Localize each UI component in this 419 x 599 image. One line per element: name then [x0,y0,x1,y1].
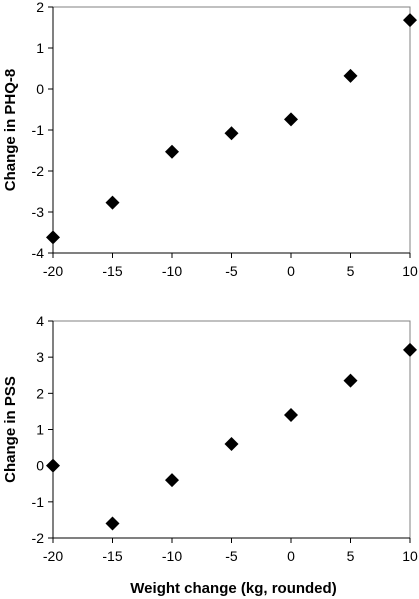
x-tick-label: 10 [402,263,418,279]
data-point [165,473,179,488]
y-tick-label: 2 [36,385,44,401]
y-tick-label: 3 [36,349,44,365]
y-tick-label: -4 [32,245,45,261]
y-axis-title: Change in PHQ-8 [2,69,19,192]
x-axis-title: Weight change (kg, rounded) [130,580,336,597]
y-tick-label: 1 [36,422,44,438]
y-tick-label: -3 [32,204,45,220]
plot-area [52,320,411,539]
data-point [224,126,239,141]
x-tick-label: -20 [43,263,63,279]
y-tick-label: 1 [36,40,44,56]
data-point [105,195,120,210]
y-tick-label: -1 [32,494,45,510]
y-tick-label: 2 [36,0,44,15]
x-tick-label: -5 [225,263,238,279]
x-tick-label: -10 [162,548,182,564]
x-tick-label: 5 [347,548,355,564]
x-tick-label: 0 [287,263,295,279]
data-point [284,408,298,423]
y-tick-label: 0 [36,81,44,97]
data-point [165,144,179,159]
x-tick-label: -20 [43,548,63,564]
x-tick-label: -15 [102,263,122,279]
data-point [403,13,417,28]
data-point [284,112,298,127]
x-tick-label: -15 [102,548,122,564]
y-tick-label: 4 [36,313,44,329]
x-tick-label: 10 [402,548,418,564]
x-tick-label: -5 [225,548,238,564]
data-point [105,516,120,531]
data-point [46,458,60,473]
y-tick-label: 0 [36,458,44,474]
data-point [403,342,417,357]
data-point [224,436,239,451]
y-tick-label: -1 [32,122,45,138]
y-tick-label: -2 [32,163,45,179]
x-tick-label: -10 [162,263,182,279]
x-tick-label: 0 [287,548,295,564]
x-tick-label: 5 [347,263,355,279]
data-point [343,68,358,83]
data-point [343,373,358,388]
y-tick-label: -2 [32,530,45,546]
data-point [46,230,60,245]
y-axis-title: Change in PSS [2,376,19,483]
